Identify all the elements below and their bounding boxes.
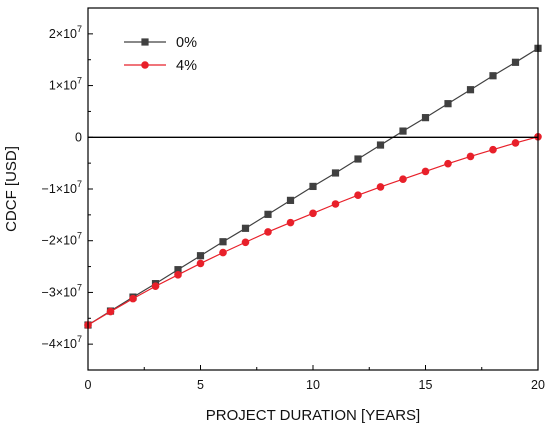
legend-item: 4% [124, 58, 197, 74]
data-point [466, 152, 475, 161]
data-point [399, 127, 407, 135]
data-point [421, 167, 430, 176]
y-tick-label: 2×107 [49, 24, 82, 41]
legend: 0%4% [124, 35, 197, 74]
data-point [466, 86, 475, 94]
data-point [241, 238, 250, 247]
data-point [489, 72, 497, 80]
data-point [286, 196, 295, 204]
data-point [219, 238, 227, 246]
legend-label: 4% [176, 58, 197, 74]
y-tick-label: −3×107 [42, 282, 82, 299]
legend-item: 0% [124, 35, 197, 51]
data-point [219, 248, 227, 257]
data-point [129, 294, 137, 303]
legend-label: 0% [176, 35, 197, 51]
legend-marker [141, 61, 149, 69]
data-point [489, 145, 497, 154]
data-point [264, 210, 272, 218]
series-four-percent [84, 132, 542, 329]
data-point [354, 191, 362, 200]
y-tick-label: −2×107 [42, 231, 82, 248]
x-tick-label: 15 [419, 378, 433, 392]
data-point [331, 200, 340, 208]
data-point [421, 114, 430, 122]
legend-marker [141, 38, 149, 46]
data-point [174, 271, 182, 279]
data-point [331, 169, 340, 177]
data-point [241, 224, 250, 232]
x-tick-label: 10 [306, 378, 320, 392]
series-line [87, 136, 539, 326]
data-point [106, 307, 115, 316]
data-point [354, 155, 362, 163]
y-axis-title: CDCF [USD] [3, 146, 20, 232]
x-tick-label: 0 [85, 378, 92, 392]
x-tick-label: 5 [197, 378, 204, 392]
x-tick-label: 20 [531, 378, 545, 392]
y-tick-label: −1×107 [42, 179, 82, 196]
data-point [511, 139, 520, 147]
data-point [376, 183, 385, 191]
data-point [196, 259, 205, 268]
data-point [151, 282, 160, 291]
y-tick-label: −4×107 [42, 334, 82, 351]
data-point [399, 175, 407, 183]
data-point [376, 141, 385, 149]
data-point [196, 252, 205, 260]
data-point [264, 228, 272, 236]
data-point [511, 58, 520, 66]
data-point [174, 266, 182, 274]
data-point [286, 218, 295, 227]
x-axis-ticks: 0 5 10 15 20 [85, 365, 545, 392]
y-axis-ticks: −4×107 −3×107 −2×107 −1×107 0 1×107 2×107 [42, 7, 93, 371]
y-tick-label: 1×107 [49, 76, 82, 93]
data-point [444, 100, 452, 108]
data-point [309, 182, 317, 191]
data-point [309, 209, 317, 218]
data-point [444, 159, 452, 168]
x-axis-title: PROJECT DURATION [YEARS] [206, 407, 420, 424]
chart-marks [84, 44, 542, 329]
y-tick-label: 0 [75, 130, 82, 144]
